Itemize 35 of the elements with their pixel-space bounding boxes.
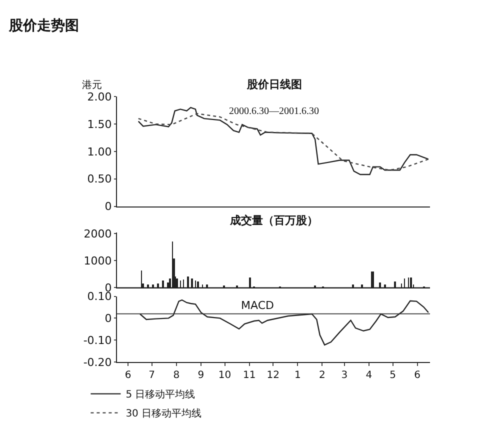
line-series: [139, 299, 430, 346]
y-tick-label: 1.00: [87, 145, 112, 158]
x-tick-label: 6: [124, 370, 132, 381]
y-axis-title: 港元: [82, 79, 102, 91]
y-tick-label: 2000: [84, 227, 112, 240]
legend-label: 30 日移动平均线: [126, 408, 202, 420]
y-tick-label: 0: [104, 200, 112, 214]
x-tick-label: 12: [266, 370, 280, 381]
y-tick-label: 2.00: [87, 90, 112, 104]
ref-line-label: MACD: [241, 299, 274, 312]
text: 2000.6.30—2001.6.30: [229, 106, 319, 117]
y-tick-label: -0.10: [83, 334, 112, 347]
chart-title: 成交量（百万股）: [229, 214, 318, 227]
y-tick-label: 0.10: [87, 290, 112, 304]
x-tick-label: 7: [148, 370, 156, 381]
x-tick-label: 9: [198, 370, 204, 381]
line-series: [138, 106, 430, 176]
text: 股价走势图: [8, 18, 79, 34]
x-tick-label: 8: [173, 370, 180, 381]
legend-label: 5 日移动平均线: [126, 388, 196, 401]
y-tick-label: 0: [104, 312, 112, 326]
line-series: [138, 113, 430, 171]
x-tick-label: 4: [366, 370, 372, 381]
chart-title: 股价日线图: [246, 78, 302, 91]
x-tick-label: 3: [341, 370, 348, 381]
x-tick-label: 5: [390, 370, 396, 381]
y-tick-label: 1.50: [87, 118, 112, 131]
x-tick-label: 2: [319, 370, 326, 381]
y-tick-label: -0.20: [83, 356, 112, 369]
x-tick-label: 10: [218, 370, 232, 381]
y-tick-label: 0.50: [87, 172, 112, 186]
x-tick-label: 11: [242, 370, 256, 381]
x-tick-label: 1: [294, 370, 301, 381]
x-tick-label: 6: [414, 370, 421, 381]
y-tick-label: 1000: [84, 254, 112, 268]
